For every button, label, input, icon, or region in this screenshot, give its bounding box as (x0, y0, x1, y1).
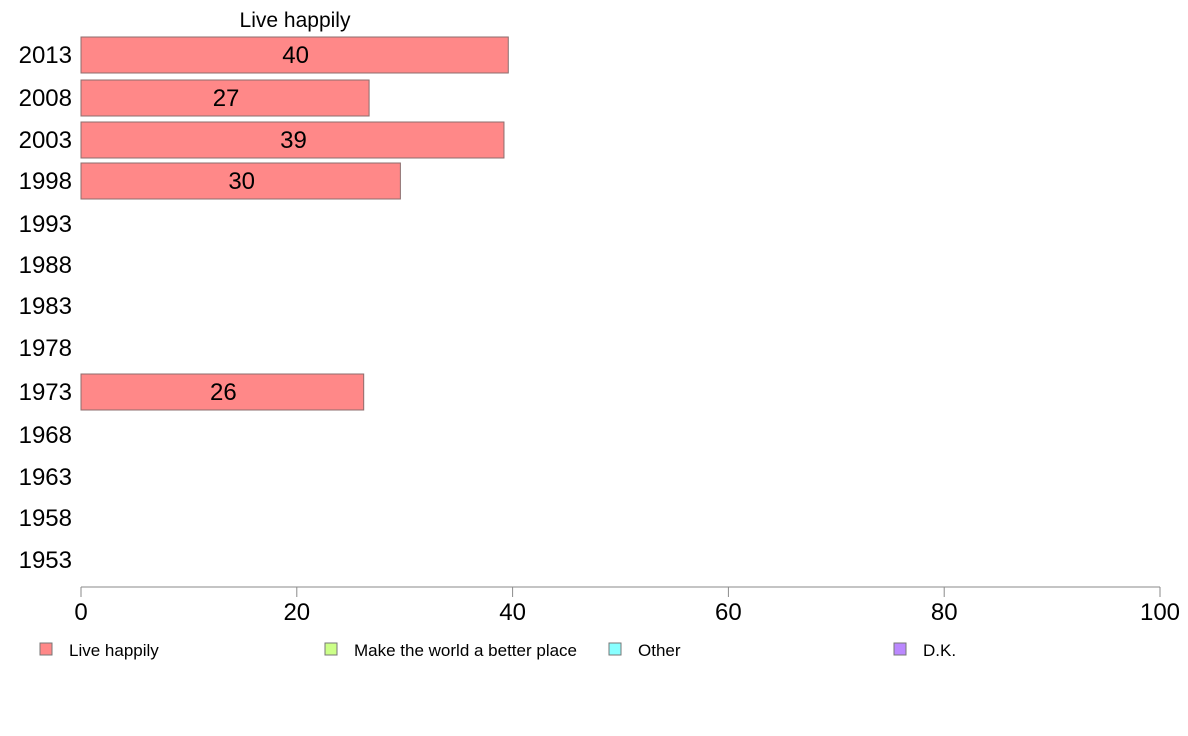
legend-label: Live happily (69, 641, 159, 660)
x-tick-label: 80 (931, 599, 958, 626)
bar-value-label: 27 (213, 85, 240, 112)
legend-swatch (324, 642, 338, 656)
bars (80, 36, 509, 411)
bar (80, 162, 401, 200)
legend-swatch (893, 642, 907, 656)
y-tick-label: 2013 (19, 42, 72, 69)
y-tick-label: 2003 (19, 127, 72, 154)
x-axis: 0 20 40 60 80 100 (74, 586, 1180, 626)
legend-label: D.K. (923, 641, 956, 660)
bar (80, 121, 505, 159)
y-tick-label: 1963 (19, 464, 72, 491)
year-labels: 2013 2008 2003 1998 1993 1988 1983 1978 1973 1968… (19, 42, 72, 574)
x-tick-label: 0 (74, 599, 87, 626)
x-tick-label: 40 (499, 599, 526, 626)
legend-swatch (39, 642, 53, 656)
legend-label: Other (638, 641, 681, 660)
y-tick-label: 1983 (19, 293, 72, 320)
bar-value-label: 40 (282, 42, 309, 69)
y-tick-label: 1988 (19, 252, 72, 279)
bar (80, 79, 370, 117)
y-tick-label: 1998 (19, 168, 72, 195)
bar-value-label: 39 (280, 127, 307, 154)
y-tick-label: 1978 (19, 335, 72, 362)
x-tick-label: 100 (1140, 599, 1180, 626)
y-tick-label: 1968 (19, 422, 72, 449)
bar-value-label: 26 (210, 379, 237, 406)
legend-swatch (608, 642, 622, 656)
y-tick-label: 1958 (19, 505, 72, 532)
bar (80, 36, 509, 74)
y-tick-label: 1973 (19, 379, 72, 406)
x-tick-label: 20 (283, 599, 310, 626)
bar-value-label: 30 (228, 168, 255, 195)
legend-label: Make the world a better place (354, 641, 577, 660)
bar-labels: 40 27 39 30 26 (210, 42, 309, 406)
chart-title: Live happily (240, 9, 351, 32)
bar (80, 373, 365, 411)
x-tick-label: 60 (715, 599, 742, 626)
legend: Live happily Make the world a better plac… (39, 641, 956, 660)
y-tick-label: 2008 (19, 85, 72, 112)
y-tick-label: 1993 (19, 211, 72, 238)
y-tick-label: 1953 (19, 547, 72, 574)
